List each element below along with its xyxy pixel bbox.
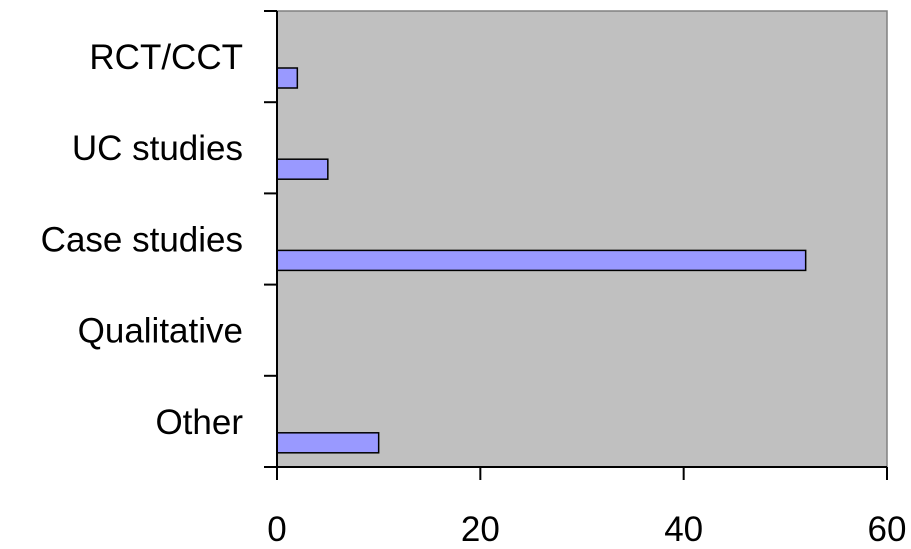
bars-group [276,67,807,454]
x-tick-label: 20 [461,510,500,549]
category-label: RCT/CCT [89,38,243,77]
axes-group [264,10,888,480]
bar-rct-cct [276,67,299,89]
category-label: Qualitative [78,312,243,351]
bar-case-studies [276,249,807,272]
x-tick-label: 0 [267,510,286,549]
category-label: Other [155,403,243,442]
tick-labels: 0 20 40 60 [267,510,906,549]
x-tick-label: 40 [664,510,703,549]
plot-area [276,10,888,468]
category-label: UC studies [72,129,243,168]
category-label: Case studies [41,220,243,259]
category-labels: RCT/CCT UC studies Case studies Qualitative… [41,38,244,442]
bar-uc-studies [276,158,329,180]
bar-other [276,432,380,454]
x-tick-label: 60 [868,510,907,549]
